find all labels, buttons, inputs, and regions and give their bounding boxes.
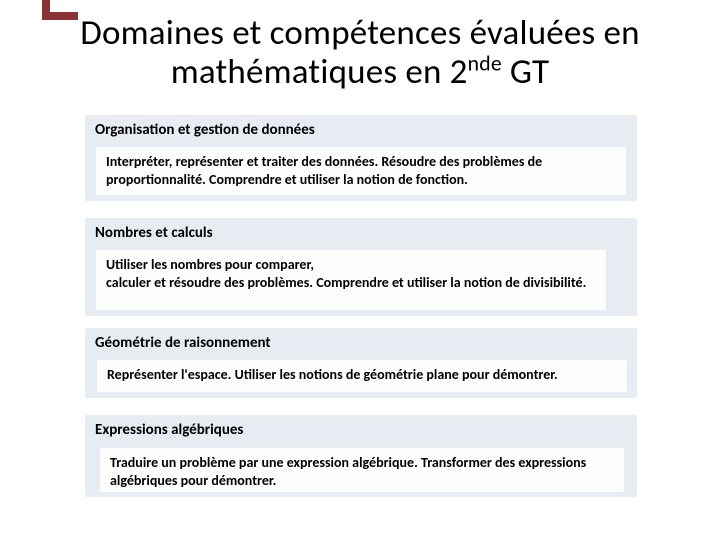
- section-body-data: Interpréter, représenter et traiter des …: [96, 147, 626, 195]
- title-line1: Domaines et compétences évaluées en: [80, 12, 639, 54]
- section-header: Nombres et calculs: [85, 218, 637, 248]
- page-title: Domaines et compétences évaluées en math…: [0, 0, 720, 92]
- section-header: Organisation et gestion de données: [85, 115, 637, 145]
- section-body-numbers: Utiliser les nombres pour comparer, calc…: [96, 250, 606, 310]
- section-header: Expressions algébriques: [85, 415, 637, 445]
- title-line2b: GT: [502, 51, 549, 93]
- accent-h: [42, 12, 78, 20]
- section-header: Géométrie de raisonnement: [85, 328, 637, 358]
- body-line: Utiliser les nombres pour comparer,: [106, 256, 314, 273]
- section-body-algebra: Traduire un problème par une expression …: [100, 448, 624, 492]
- corner-accent: [42, 0, 78, 20]
- body-line: calculer et résoudre des problèmes. Comp…: [106, 274, 586, 291]
- title-line2a: mathématiques en 2: [171, 51, 468, 93]
- title-superscript: nde: [468, 50, 502, 77]
- section-body-geometry: Représenter l'espace. Utiliser les notio…: [97, 360, 627, 392]
